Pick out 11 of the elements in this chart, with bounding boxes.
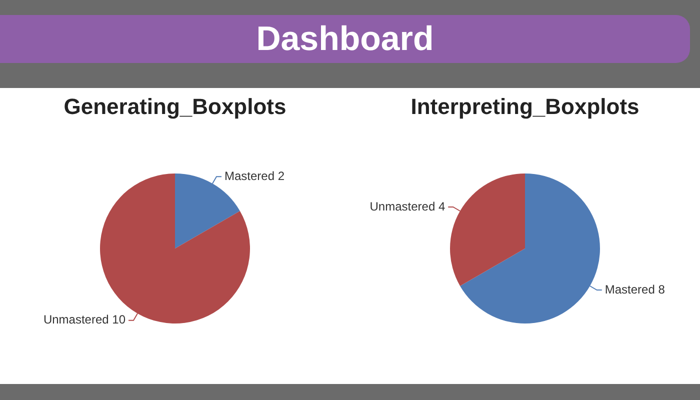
slice-label: Unmastered — [370, 199, 436, 214]
chart-title: Generating_Boxplots — [62, 94, 288, 120]
data-label: 10 — [112, 312, 126, 327]
chart-title: Interpreting_Boxplots — [410, 94, 640, 120]
data-label: 4 — [438, 199, 446, 214]
slice-label: Mastered — [224, 168, 275, 183]
slice-label: Unmastered — [43, 312, 109, 327]
data-label: 2 — [278, 168, 285, 183]
text: Dashboard — [0, 15, 690, 63]
data-label: 8 — [658, 282, 666, 296]
slice-label: Mastered — [604, 282, 655, 296]
